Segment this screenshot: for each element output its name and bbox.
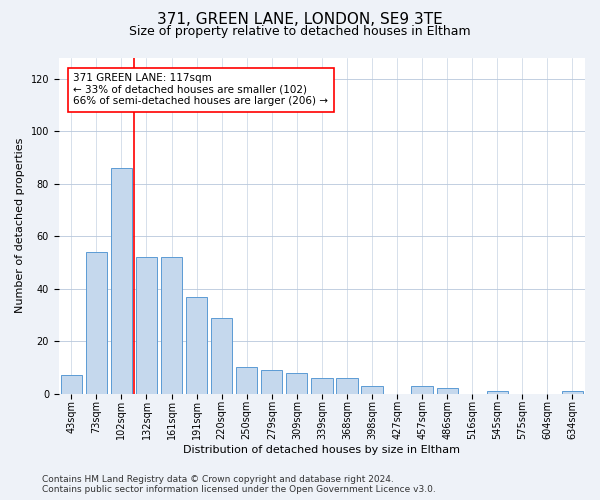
Bar xyxy=(311,378,332,394)
Bar xyxy=(437,388,458,394)
Bar xyxy=(336,378,358,394)
Text: Size of property relative to detached houses in Eltham: Size of property relative to detached ho… xyxy=(129,25,471,38)
Bar xyxy=(86,252,107,394)
Bar xyxy=(562,391,583,394)
Bar xyxy=(161,257,182,394)
Bar xyxy=(286,372,307,394)
Bar xyxy=(261,370,283,394)
Bar xyxy=(61,376,82,394)
Bar xyxy=(111,168,132,394)
Text: 371 GREEN LANE: 117sqm
← 33% of detached houses are smaller (102)
66% of semi-de: 371 GREEN LANE: 117sqm ← 33% of detached… xyxy=(73,74,328,106)
Bar xyxy=(487,391,508,394)
Bar xyxy=(136,257,157,394)
Bar xyxy=(361,386,383,394)
Text: 371, GREEN LANE, LONDON, SE9 3TE: 371, GREEN LANE, LONDON, SE9 3TE xyxy=(157,12,443,28)
Text: Contains HM Land Registry data © Crown copyright and database right 2024.
Contai: Contains HM Land Registry data © Crown c… xyxy=(42,474,436,494)
Bar xyxy=(412,386,433,394)
Bar xyxy=(236,368,257,394)
X-axis label: Distribution of detached houses by size in Eltham: Distribution of detached houses by size … xyxy=(184,445,460,455)
Y-axis label: Number of detached properties: Number of detached properties xyxy=(15,138,25,314)
Bar xyxy=(211,318,232,394)
Bar xyxy=(186,296,207,394)
